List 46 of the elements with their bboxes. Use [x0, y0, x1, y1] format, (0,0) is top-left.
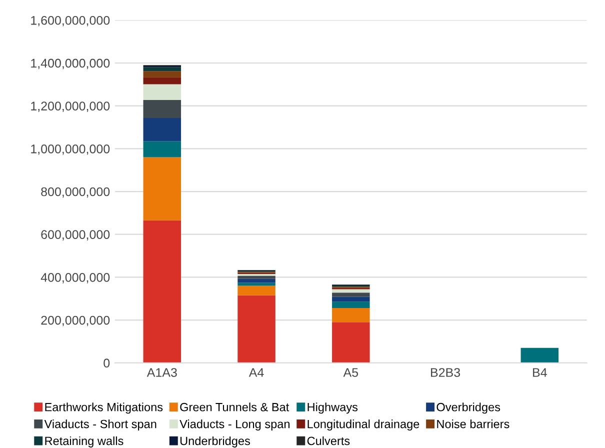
x-tick-label: A5 — [343, 368, 358, 377]
bar — [238, 276, 276, 279]
bar — [332, 292, 370, 297]
bar — [520, 348, 559, 363]
legend-label: Viaducts - Long span — [180, 420, 290, 431]
legend-label: Culverts — [307, 436, 350, 446]
y-tick-label: 600,000,000 — [41, 230, 110, 240]
bar — [238, 282, 276, 286]
bar — [332, 289, 370, 293]
bar — [332, 322, 370, 363]
bar — [332, 308, 370, 322]
y-tick-label: 1,400,000,000 — [31, 58, 110, 70]
y-tick-label: 1,200,000,000 — [31, 102, 110, 112]
bar — [143, 71, 182, 78]
legend-label: Underbridges — [180, 436, 250, 448]
bar — [332, 296, 370, 302]
y-tick-label: 1,600,000,000 — [31, 16, 110, 26]
y-tick-label: 200,000,000 — [41, 316, 110, 326]
x-tick-label: A1A3 — [146, 368, 177, 377]
y-tick-label: 800,000,000 — [41, 187, 110, 198]
x-tick-label: A4 — [248, 368, 264, 377]
bar — [143, 84, 182, 100]
legend-label: Overbridges — [436, 402, 500, 414]
bar — [143, 220, 182, 363]
x-tick-label: B4 — [533, 368, 547, 377]
legend-label: Earthworks Mitigations — [45, 402, 163, 414]
legend-label: Viaducts - Short span — [44, 420, 156, 431]
legend-label: Green Tunnels & Bat — [180, 402, 290, 412]
bar — [143, 77, 182, 84]
legend-label: Noise barriers — [437, 420, 510, 428]
bar — [238, 295, 276, 363]
y-tick-label: 400,000,000 — [40, 273, 110, 284]
bar — [143, 100, 182, 118]
bar — [143, 118, 182, 142]
y-tick-label: 0 — [104, 358, 110, 368]
bar — [143, 157, 182, 220]
y-tick-label: 1,000,000,000 — [31, 144, 110, 155]
bar — [143, 67, 182, 72]
legend-label: Retaining walls — [45, 436, 124, 448]
bar — [238, 278, 276, 283]
x-tick-label: B2B3 — [431, 368, 460, 377]
bar — [238, 286, 276, 296]
bar — [332, 302, 370, 308]
bar — [143, 141, 182, 158]
legend-label: Longitudinal drainage — [308, 420, 420, 431]
legend-label: Highways — [308, 402, 358, 414]
